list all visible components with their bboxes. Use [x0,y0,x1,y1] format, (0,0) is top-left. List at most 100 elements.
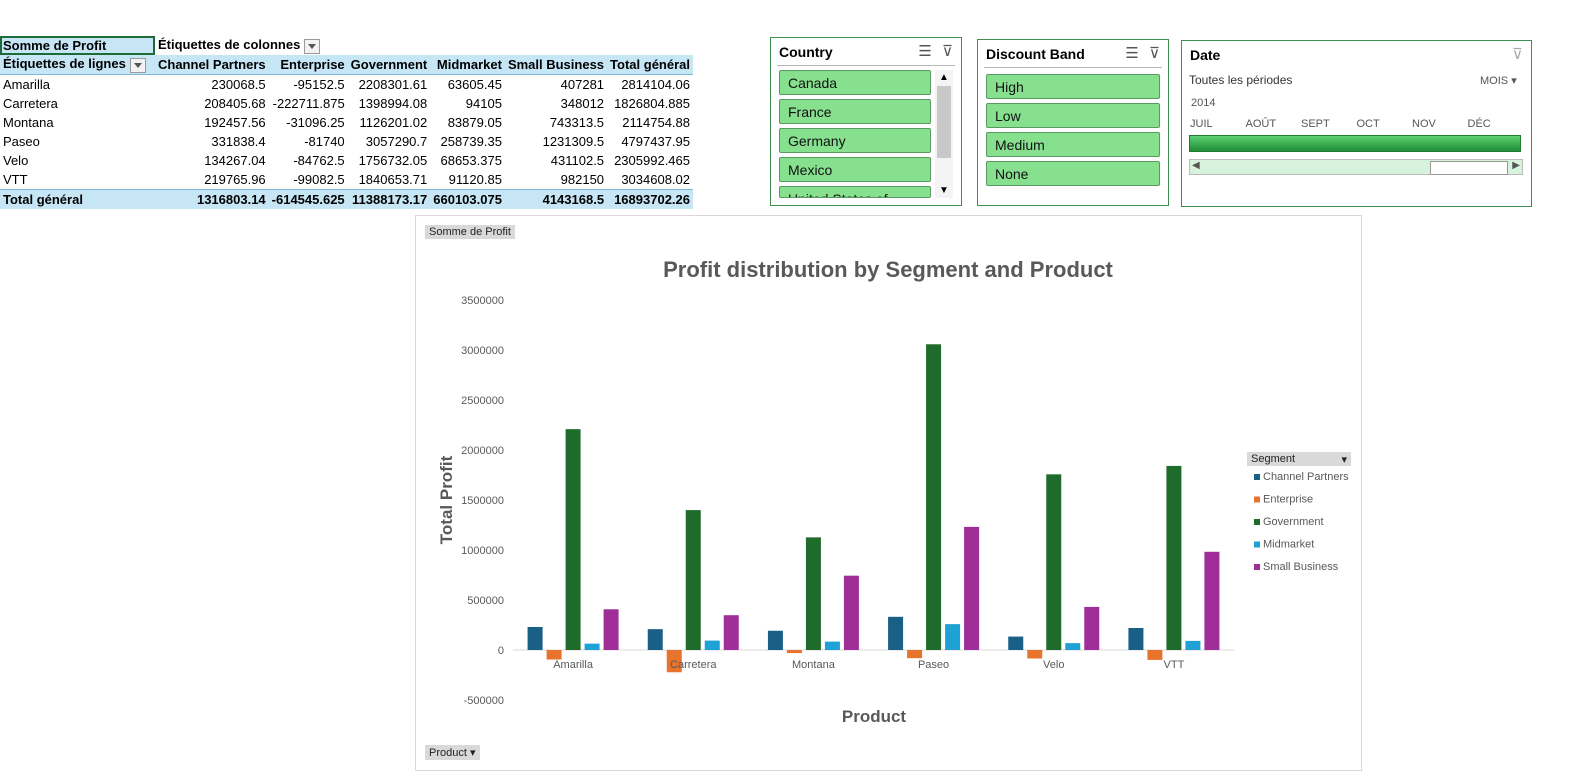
multi-select-icon[interactable]: ☰ [1125,45,1139,62]
table-cell: 407281 [560,77,605,92]
grand-total-cell: -614545.625 [268,189,348,209]
row-label: Carretera [3,96,58,111]
bar [1147,650,1163,660]
x-tick-label: Montana [792,659,836,671]
table-cell: 1840653.71 [358,172,428,187]
clear-filter-icon[interactable]: ⊽ [1149,45,1160,62]
legend-swatch [1254,474,1260,480]
pivot-chart[interactable]: Profit distribution by Segment and Produ… [415,215,1362,771]
bar [1204,551,1220,650]
table-cell: 982150 [560,172,605,187]
country-item[interactable]: France [779,99,931,124]
discount-item[interactable]: Medium [986,132,1160,157]
y-tick-label: 2500000 [461,395,504,407]
value-field-button[interactable]: Somme de Profit [425,225,515,239]
bar [888,616,904,650]
bar [1008,636,1024,650]
column-header: Total général [607,55,693,75]
table-row: Montana 192457.56 -31096.25 1126201.02 83879… [0,113,693,132]
country-item[interactable]: Germany [779,128,931,153]
pivot-table: Somme de Profit Étiquettes de colonnes Éti… [0,36,693,209]
table-cell: 258739.35 [440,134,502,149]
country-item[interactable]: Mexico [779,157,931,182]
y-axis-title: Total Profit [437,455,456,544]
timeline-month-label[interactable]: DÉC [1467,118,1491,130]
timeline-month-label[interactable]: OCT [1356,118,1380,130]
row-filter-dropdown-icon[interactable] [129,57,146,73]
country-item[interactable]: Canada [779,70,931,95]
bar [666,650,682,673]
multi-select-icon[interactable]: ☰ [918,43,932,60]
table-cell: 68653.375 [440,153,502,168]
column-header: Government [347,55,431,75]
bar [964,526,980,650]
scroll-right-icon[interactable]: ▶ [1512,160,1520,171]
table-cell: -99082.5 [293,172,345,187]
table-cell: 1126201.02 [359,115,428,130]
clear-filter-icon[interactable]: ⊽ [1512,46,1523,63]
column-header: Channel Partners [155,55,269,75]
timeline-month-label[interactable]: JUIL [1190,118,1213,130]
timeline-month-label[interactable]: SEPT [1301,118,1330,130]
scroll-down-icon[interactable]: ▼ [939,185,949,196]
table-cell: 230068.5 [211,77,266,92]
column-labels-header: Étiquettes de colonnes [155,36,693,55]
pivot-corner-label[interactable]: Somme de Profit [0,36,155,55]
column-header: Enterprise [268,55,348,75]
table-row: Paseo 331838.4 -81740 3057290.7 258739.35 123… [0,132,693,151]
legend-swatch [1254,496,1260,503]
timeline-level-select[interactable]: MOIS ▾ [1480,75,1517,87]
table-row: VTT 219765.96 -99082.5 1840653.71 91120.85 98… [0,170,693,190]
x-tick-label: VTT [1164,659,1185,671]
discount-item[interactable]: High [986,74,1160,99]
bar [824,641,840,650]
timeline-month-label[interactable]: AOÛT [1245,118,1277,130]
scroll-left-icon[interactable]: ◀ [1192,160,1200,171]
bar [1046,474,1062,650]
country-scrollbar[interactable]: ▲ ▼ [935,70,953,198]
timeline-month-label[interactable]: NOV [1412,118,1436,130]
timeline-scrollbar[interactable]: ◀ ▶ [1189,159,1523,175]
scroll-thumb[interactable] [937,86,951,158]
column-filter-dropdown-icon[interactable] [304,38,321,54]
timeline-year: 2014 [1191,97,1216,109]
scroll-up-icon[interactable]: ▲ [939,72,949,83]
x-axis-title: Product [842,707,907,726]
legend-entry: Government [1263,516,1324,528]
row-label: Amarilla [3,77,50,92]
legend-field-button[interactable]: Segment ▾ [1247,452,1351,466]
bar [647,629,663,650]
axis-field-button[interactable]: Product ▾ [425,745,480,760]
discount-item[interactable]: None [986,161,1160,186]
timeline-scroll-thumb[interactable] [1430,161,1508,175]
row-label: Paseo [3,134,40,149]
column-header: Small Business [504,55,608,75]
column-header: Midmarket [430,55,505,75]
table-cell: 331838.4 [211,134,266,149]
bar [907,650,923,659]
y-tick-label: 3000000 [461,345,504,357]
table-cell: 208405.68 [204,96,266,111]
clear-filter-icon[interactable]: ⊽ [942,43,953,60]
table-row: Carretera 208405.68 -222711.875 1398994.08 9… [0,94,693,113]
table-cell: 743313.5 [549,115,605,130]
chart-title: Profit distribution by Segment and Produ… [663,257,1113,282]
bar [843,575,859,650]
timeline-title: Date [1190,47,1221,63]
legend-entry: Channel Partners [1263,471,1349,483]
bar [527,626,543,650]
table-cell: 1826804.885 [614,96,690,111]
y-tick-label: 500000 [467,595,504,607]
bar [565,429,581,650]
bar [805,537,821,650]
chevron-down-icon: ▾ [469,747,476,759]
timeline-selection-bar[interactable] [1189,135,1521,152]
discount-item[interactable]: Low [986,103,1160,128]
x-tick-label: Paseo [918,659,949,671]
bar [926,344,942,650]
country-item[interactable]: United States of America [779,186,931,198]
table-cell: 2814104.06 [621,77,690,92]
table-cell: 63605.45 [447,77,502,92]
table-cell: 192457.56 [204,115,266,130]
bar [546,650,562,660]
